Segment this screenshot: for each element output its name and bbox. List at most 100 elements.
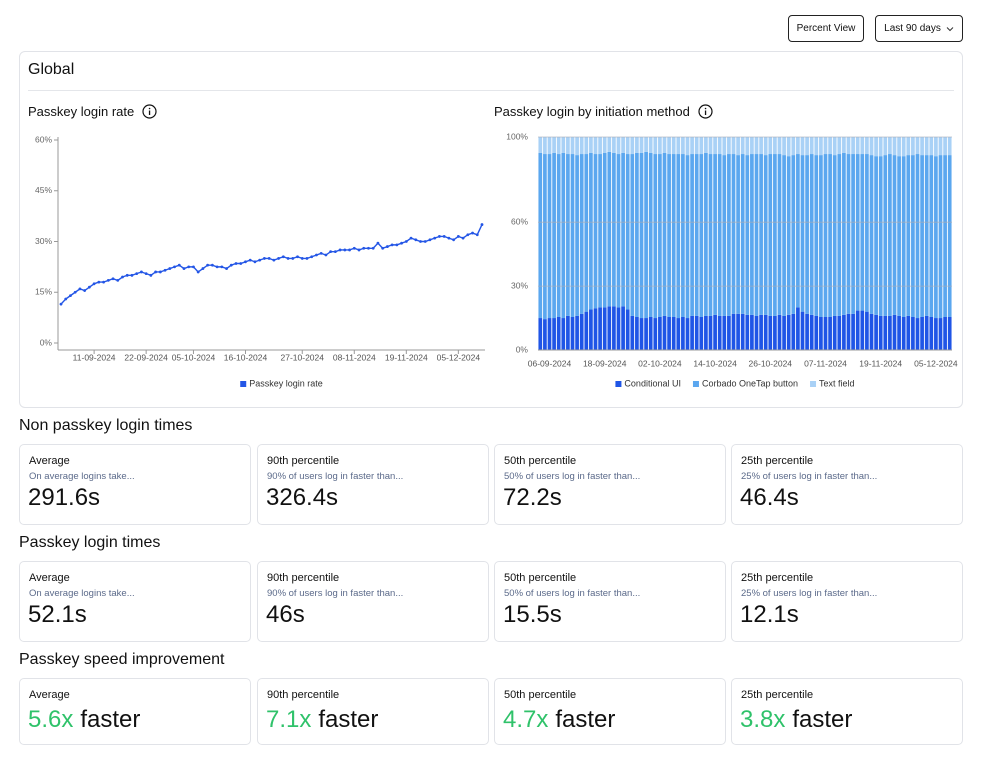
- bar-segment: [777, 154, 782, 315]
- point: [348, 248, 351, 252]
- point: [352, 246, 356, 250]
- bar-segment: [616, 137, 621, 155]
- bar-segment: [814, 155, 819, 316]
- bar-segment: [874, 137, 878, 157]
- y-tick-label: 0%: [40, 337, 53, 347]
- bar-segment: [846, 137, 851, 155]
- metric-subtitle: 25% of users log in faster than...: [741, 588, 878, 599]
- bar-segment: [575, 137, 579, 156]
- y-tick-label: 30%: [511, 280, 528, 290]
- bar-segment: [773, 137, 777, 155]
- x-tick-label: 14-10-2024: [693, 358, 737, 368]
- bar-segment: [865, 154, 869, 312]
- section-title: Non passkey login times: [19, 417, 193, 434]
- legend-label: Corbado OneTap button: [702, 378, 798, 388]
- bar-segment: [639, 152, 644, 319]
- bar-segment: [837, 137, 842, 155]
- bar-segment: [865, 311, 869, 350]
- bar-segment: [786, 314, 791, 350]
- bar-segment: [699, 154, 704, 317]
- bar-segment: [786, 156, 791, 315]
- bar-segment: [694, 137, 699, 155]
- point: [130, 273, 134, 277]
- percent-view-button[interactable]: Percent View: [788, 15, 864, 42]
- bar-segment: [846, 313, 851, 350]
- bar-segment: [842, 137, 846, 153]
- bar-segment: [658, 137, 662, 155]
- bar-segment: [727, 315, 731, 350]
- bar-segment: [598, 154, 602, 308]
- metric-value: 15.5s: [503, 601, 562, 628]
- bar-segment: [570, 154, 575, 317]
- point: [229, 263, 233, 267]
- bar-segment: [883, 315, 888, 350]
- info-icon[interactable]: [698, 104, 713, 119]
- bar-segment: [593, 137, 598, 155]
- bar-segment: [621, 137, 625, 153]
- metric-value: 5.6x faster: [28, 706, 140, 734]
- bar-segment: [681, 154, 685, 317]
- date-range-select[interactable]: Last 90 days: [875, 15, 963, 42]
- bar-segment: [819, 137, 823, 156]
- metric-label: Average: [29, 689, 70, 701]
- point: [310, 255, 314, 259]
- bar-segment: [667, 316, 671, 350]
- bar-segment: [717, 154, 722, 316]
- bar-segment: [947, 137, 952, 156]
- y-tick-label: 60%: [35, 134, 52, 144]
- bar-segment: [538, 137, 543, 153]
- bar-segment: [745, 314, 750, 350]
- bar-segment: [602, 307, 607, 350]
- bar-segment: [809, 314, 814, 350]
- point: [173, 265, 176, 269]
- bar-segment: [842, 314, 846, 350]
- bar-segment: [671, 137, 676, 155]
- x-tick-label: 27-10-2024: [281, 352, 325, 362]
- point: [419, 240, 422, 243]
- bar-segment: [782, 155, 786, 316]
- bar-segment: [943, 316, 947, 350]
- metric-subtitle: On average logins take...: [29, 588, 135, 599]
- charts: 0% 15% 30% 45% 60% 11-09-2024 22-09-2024 05-10-…: [35, 131, 958, 388]
- point: [258, 258, 262, 262]
- point: [206, 263, 210, 267]
- date-range-label: Last 90 days: [884, 23, 941, 34]
- bar-segment: [823, 154, 828, 317]
- bar-segment: [639, 137, 644, 153]
- bar-segment: [763, 155, 768, 315]
- bar-segment: [676, 154, 681, 319]
- bar-segment: [892, 155, 897, 315]
- point: [182, 267, 186, 270]
- point: [177, 263, 181, 267]
- bar-segment: [625, 309, 630, 350]
- metric-subtitle: 50% of users log in faster than...: [504, 588, 641, 599]
- chart-title: Passkey login rate: [28, 104, 135, 119]
- bar-segment: [786, 137, 791, 157]
- bar-segment: [759, 314, 763, 350]
- bar-segment: [943, 137, 947, 156]
- point: [319, 251, 323, 255]
- bar-segment: [832, 137, 837, 156]
- point: [433, 236, 437, 240]
- bar-segment: [547, 154, 552, 319]
- point: [234, 262, 238, 265]
- bar-segment: [621, 152, 625, 307]
- bar-segment: [846, 154, 851, 314]
- metric-card: Average 5.6x faster: [19, 678, 251, 745]
- bar-segment: [630, 137, 635, 155]
- bar-segment: [556, 154, 561, 317]
- bar-segment: [579, 313, 584, 350]
- bar-segment: [897, 315, 901, 350]
- legend-swatch: [810, 381, 817, 387]
- bar-segment: [809, 137, 814, 155]
- bar-segment: [736, 313, 740, 350]
- bar-segment: [547, 137, 552, 155]
- bar-segment: [883, 155, 888, 316]
- metric-number: 7.1x: [266, 706, 312, 733]
- bar-segment: [552, 152, 556, 319]
- point: [149, 273, 153, 277]
- info-icon[interactable]: [142, 104, 157, 119]
- metric-subtitle: 90% of users log in faster than...: [267, 471, 404, 482]
- point: [442, 235, 446, 238]
